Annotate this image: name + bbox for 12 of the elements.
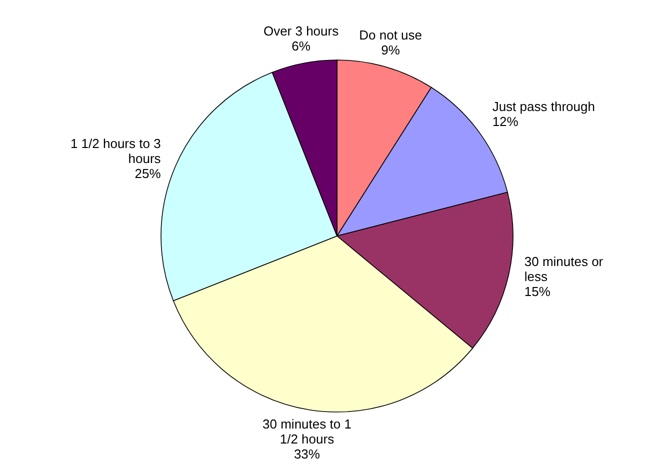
data-label: 9% [381,43,400,58]
data-label: 25% [134,166,162,182]
data-label: 12% [492,114,519,130]
data-label: 33% [294,447,320,462]
slice-label: Over 3 hours [263,24,340,39]
slice-label: 30 minutes to 1 1/2 hours [262,417,352,448]
data-label: 6% [292,38,311,54]
slice-label: 30 minutes or less [524,254,604,284]
data-label: 15% [524,284,551,300]
slice-label: Just pass through [492,100,595,115]
slice-label: Do not use [359,28,422,44]
slice-label: 1 1/2 hours to 3 hours [70,136,162,166]
